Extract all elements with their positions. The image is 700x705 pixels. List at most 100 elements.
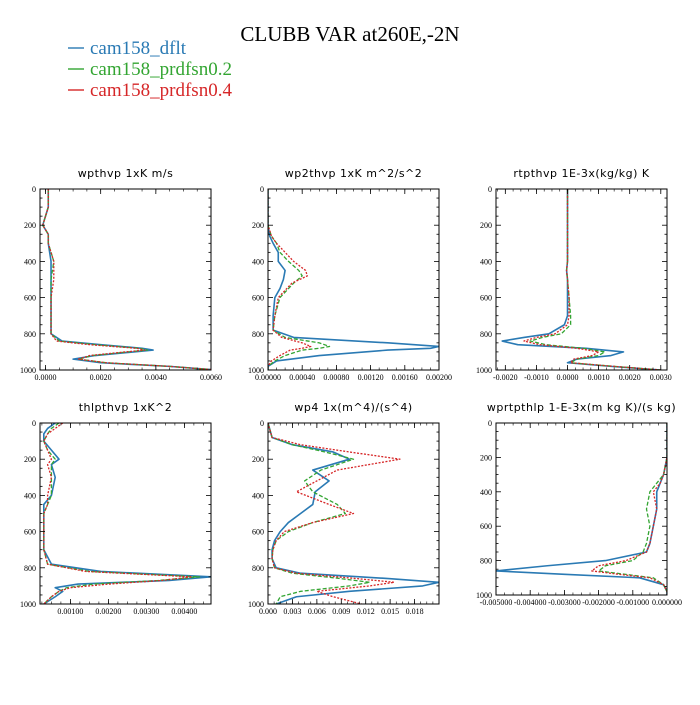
series-group	[501, 189, 661, 370]
series-line-cam158_prdfsn0.2	[529, 189, 661, 370]
y-tick-label: 800	[252, 564, 264, 573]
y-tick-label: 200	[24, 455, 36, 464]
x-tick-label: -0.002000	[582, 598, 615, 607]
series-line-cam158_prdfsn0.2	[43, 423, 201, 604]
y-tick-label: 800	[24, 330, 36, 339]
x-tick-label: 0.00000	[255, 373, 281, 382]
y-tick-label: 1000	[476, 366, 492, 375]
panel-title: wpthvp 1xK m/s	[78, 167, 174, 180]
series-line-cam158_prdfsn0.2	[268, 423, 371, 604]
x-tick-label: 0.012	[357, 607, 375, 616]
y-tick-label: 0	[260, 185, 264, 194]
x-tick-label: 0.0020	[90, 373, 112, 382]
y-tick-label: 200	[480, 453, 492, 462]
y-tick-label: 0	[488, 185, 492, 194]
legend-item: cam158_prdfsn0.4	[68, 80, 232, 101]
series-group	[496, 423, 667, 595]
x-tick-label: 0.0020	[619, 373, 641, 382]
y-tick-label: 400	[252, 491, 264, 500]
panel-title: rtpthvp 1E-3x(kg/kg) K	[513, 167, 650, 180]
y-tick-label: 400	[480, 257, 492, 266]
legend-label: cam158_prdfsn0.2	[90, 59, 232, 80]
plot-frame	[495, 188, 668, 371]
x-tick-label: -0.003000	[548, 598, 581, 607]
y-tick-label: 0	[32, 185, 36, 194]
series-group	[268, 423, 439, 604]
series-line-cam158_prdfsn0.2	[268, 189, 331, 370]
legend: cam158_dfltcam158_prdfsn0.2cam158_prdfsn…	[68, 38, 232, 101]
x-tick-label: 0.006	[308, 607, 326, 616]
y-tick-label: 1000	[248, 366, 264, 375]
x-tick-label: 0.00100	[57, 607, 83, 616]
panel-title: thlpthvp 1xK^2	[79, 401, 173, 414]
series-line-cam158_prdfsn0.4	[591, 423, 667, 595]
x-tick-label: 0.0040	[145, 373, 167, 382]
y-tick-label: 1000	[248, 600, 264, 609]
y-tick-label: 200	[24, 221, 36, 230]
x-tick-label: 0.000000	[652, 598, 682, 607]
y-tick-label: 400	[252, 257, 264, 266]
series-group	[268, 189, 439, 370]
panel: wprtpthlp 1-E-3x(m kg K)/(s kg) 0 200 400 60…	[476, 401, 682, 607]
panel: thlpthvp 1xK^2 0 200 400 600 800 1000 0.00100 0.…	[20, 401, 212, 616]
y-tick-label: 1000	[476, 591, 492, 600]
x-tick-label: -0.004000	[514, 598, 547, 607]
series-line-cam158_dflt	[501, 189, 661, 370]
panel: rtpthvp 1E-3x(kg/kg) K02004006008001000-…	[476, 167, 672, 382]
x-tick-label: 0.018	[406, 607, 424, 616]
x-tick-label: 0.00200	[426, 373, 452, 382]
plot-frame	[39, 422, 212, 605]
x-tick-label: -0.0010	[524, 373, 549, 382]
panel-title: wprtpthlp 1-E-3x(m kg K)/(s kg)	[487, 401, 676, 414]
panel-title: wp2thvp 1xK m^2/s^2	[285, 167, 423, 180]
x-tick-label: 0.0060	[200, 373, 222, 382]
x-tick-label: 0.0030	[650, 373, 672, 382]
series-group	[42, 423, 211, 604]
y-tick-label: 600	[252, 294, 264, 303]
y-tick-label: 600	[480, 294, 492, 303]
y-tick-label: 0	[488, 419, 492, 428]
y-tick-label: 200	[252, 455, 264, 464]
panel: wp2thvp 1xK m^2/s^2020040060080010000.00…	[248, 167, 452, 382]
y-tick-label: 800	[252, 330, 264, 339]
y-tick-label: 600	[24, 528, 36, 537]
series-line-cam158_prdfsn0.4	[523, 189, 661, 370]
main-title: CLUBB VAR at260E,-2N	[240, 22, 459, 46]
series-line-cam158_dflt	[268, 423, 439, 604]
y-tick-label: 600	[480, 522, 492, 531]
x-tick-label: -0.001000	[616, 598, 649, 607]
plot-frame	[39, 188, 212, 371]
series-line-cam158_prdfsn0.4	[268, 189, 312, 370]
series-line-cam158_prdfsn0.4	[42, 189, 211, 370]
x-tick-label: 0.00300	[133, 607, 159, 616]
x-tick-label: -0.005000	[480, 598, 513, 607]
x-tick-label: -0.0020	[493, 373, 518, 382]
legend-label: cam158_prdfsn0.4	[90, 80, 232, 101]
legend-item: cam158_prdfsn0.2	[68, 59, 232, 80]
x-tick-label: 0.000	[259, 607, 277, 616]
x-tick-label: 0.0010	[588, 373, 610, 382]
y-tick-label: 1000	[20, 600, 36, 609]
y-tick-label: 800	[480, 330, 492, 339]
y-tick-label: 0	[32, 419, 36, 428]
x-tick-label: 0.009	[332, 607, 350, 616]
y-tick-label: 600	[252, 528, 264, 537]
x-tick-label: 0.003	[283, 607, 301, 616]
series-line-cam158_dflt	[496, 423, 667, 595]
series-line-cam158_prdfsn0.4	[268, 423, 401, 604]
y-tick-label: 200	[480, 221, 492, 230]
y-tick-label: 0	[260, 419, 264, 428]
x-tick-label: 0.0000	[557, 373, 579, 382]
y-tick-label: 800	[480, 557, 492, 566]
series-line-cam158_prdfsn0.4	[43, 423, 193, 604]
y-tick-label: 1000	[20, 366, 36, 375]
x-tick-label: 0.00080	[323, 373, 349, 382]
y-tick-label: 400	[480, 488, 492, 497]
series-group	[41, 189, 211, 370]
y-tick-label: 800	[24, 564, 36, 573]
y-tick-label: 600	[24, 294, 36, 303]
